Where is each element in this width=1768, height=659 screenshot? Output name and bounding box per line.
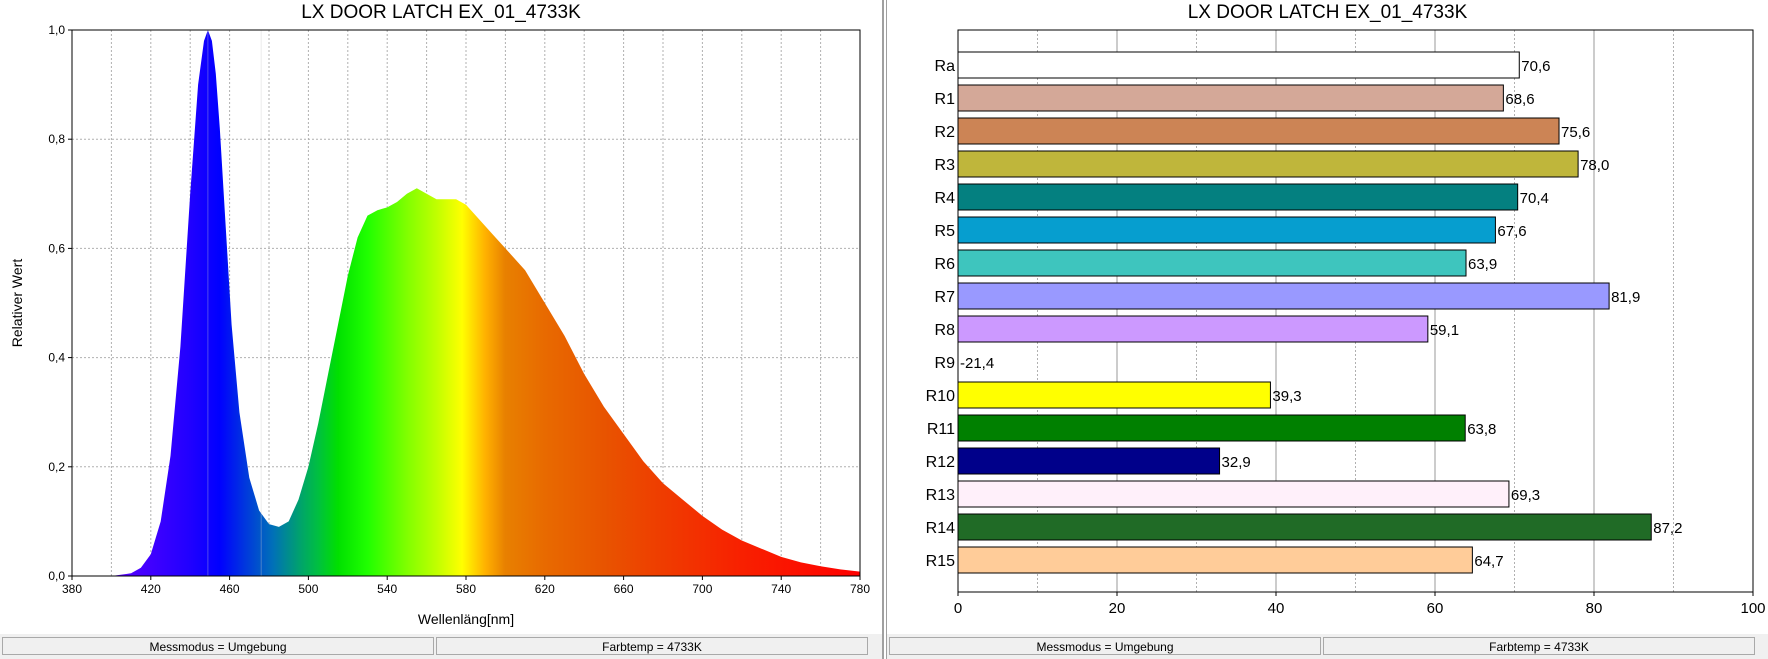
cri-bar-ra [957,51,1520,79]
cri-bar-r12 [957,447,1221,475]
spectrum-x-axis-label: Wellenläng[nm] [418,611,514,627]
spectrum-area [111,30,860,576]
cri-category-label: R14 [926,520,955,537]
spectrum-y-tick-label: 0,2 [48,460,65,474]
spectrum-status-cct: Farbtemp = 4733K [436,637,868,655]
cri-category-label: R4 [935,190,956,207]
cri-category-label: R12 [926,454,955,471]
spectrum-x-tick-label: 780 [850,582,870,596]
cri-plot-frame [957,29,1754,593]
spectrum-x-tick-label: 740 [771,582,791,596]
spectrum-x-tick-label: 460 [220,582,240,596]
cri-bar-r11 [957,414,1466,442]
cri-category-label: R10 [926,388,955,405]
cri-status-cct: Farbtemp = 4733K [1323,637,1755,655]
cri-bar-r13 [957,480,1510,508]
cri-chart-area: LX DOOR LATCH EX_01_4733K Ra 70,6 R1 68,6 R2… [887,0,1768,634]
cri-category-label: R13 [926,487,955,504]
cri-category-label: R7 [935,289,956,306]
cri-bar-r10 [957,381,1271,409]
cri-value-label: 75,6 [1561,124,1590,141]
spectrum-x-tick-label: 380 [62,582,82,596]
cri-value-label: 39,3 [1272,388,1301,405]
cri-bar-r2 [957,117,1560,145]
cri-value-label: 70,4 [1520,190,1549,207]
cri-value-label: 32,9 [1222,454,1251,471]
cri-category-label: R3 [935,157,956,174]
cri-category-label: R1 [935,91,956,108]
spectrum-y-axis-label: Relativer Wert [9,259,25,348]
cri-bar-r8 [957,315,1429,343]
spectrum-x-tick-label: 420 [141,582,161,596]
cri-value-label: 67,6 [1497,223,1526,240]
spectrum-chart: 380 420 460 500 540 580 620 660 700 740 780 0,0 0,2 0… [9,23,870,627]
cri-value-label: 63,8 [1467,421,1496,438]
cri-value-label: 78,0 [1580,157,1609,174]
cri-chart: Ra 70,6 R1 68,6 R2 75,6 R3 78,0 R4 70,4 R5 67,6 R6 63… [926,29,1766,617]
cri-bar-r15 [957,546,1473,574]
cri-value-label: 87,2 [1653,520,1682,537]
cri-x-tick-label: 20 [1109,600,1126,617]
spectrum-status-mode: Messmodus = Umgebung [2,637,434,655]
cri-x-tick-label: 40 [1268,600,1285,617]
cri-value-label: 69,3 [1511,487,1540,504]
cri-value-label: 70,6 [1521,58,1550,75]
cri-value-label: 59,1 [1430,322,1459,339]
cri-category-label: R9 [935,355,956,372]
spectrum-y-tick-label: 0,6 [48,241,65,255]
cri-category-label: R15 [926,553,955,570]
cri-value-label: 63,9 [1468,256,1497,273]
cri-value-label: 68,6 [1505,91,1534,108]
cri-x-tick-label: 100 [1740,600,1765,617]
cri-x-tick-label: 0 [954,600,962,617]
cri-value-label: 81,9 [1611,289,1640,306]
spectrum-chart-area: LX DOOR LATCH EX_01_4733K 380 420 460 500 54… [0,0,882,634]
cri-category-label: R8 [935,322,956,339]
cri-chart-title: LX DOOR LATCH EX_01_4733K [1187,2,1468,23]
cri-bar-r14 [957,513,1652,541]
cri-category-label: Ra [935,58,956,75]
spectrum-chart-title: LX DOOR LATCH EX_01_4733K [301,2,581,23]
spectrum-x-tick-label: 540 [377,582,397,596]
spectrum-x-tick-label: 580 [456,582,476,596]
cri-panel: LX DOOR LATCH EX_01_4733K Ra 70,6 R1 68,6 R2… [886,0,1768,659]
cri-category-label: R2 [935,124,956,141]
cri-bar-r1 [957,84,1504,112]
cri-bar-r6 [957,249,1467,277]
cri-bar-r5 [957,216,1496,244]
cri-bar-r4 [957,183,1519,211]
cri-x-tick-label: 60 [1427,600,1444,617]
cri-value-label: 64,7 [1474,553,1503,570]
cri-status-mode: Messmodus = Umgebung [889,637,1321,655]
cri-bar-r7 [957,282,1610,310]
spectrum-y-tick-label: 0,0 [48,569,65,583]
cri-category-label: R6 [935,256,956,273]
spectrum-y-tick-label: 0,8 [48,132,65,146]
spectrum-x-tick-label: 700 [692,582,712,596]
spectrum-panel: LX DOOR LATCH EX_01_4733K 380 420 460 500 54… [0,0,884,659]
spectrum-x-tick-label: 660 [614,582,634,596]
cri-value-label: -21,4 [960,355,994,372]
cri-bar-r3 [957,150,1579,178]
spectrum-x-tick-label: 620 [535,582,555,596]
spectrum-y-tick-label: 0,4 [48,351,65,365]
cri-x-tick-label: 80 [1586,600,1603,617]
spectrum-x-tick-label: 500 [298,582,318,596]
spectrum-y-tick-label: 1,0 [48,23,65,37]
cri-category-label: R5 [935,223,956,240]
cri-category-label: R11 [927,421,955,438]
